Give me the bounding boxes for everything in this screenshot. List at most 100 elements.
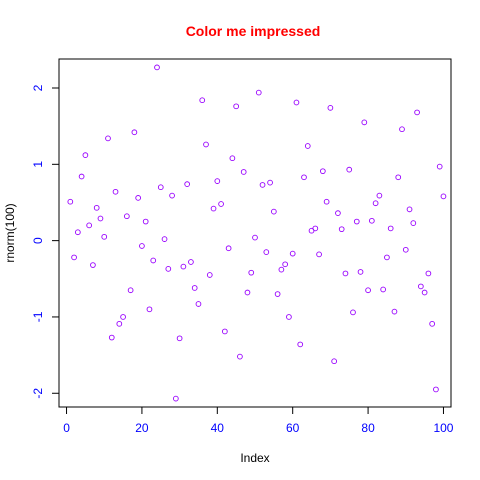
data-point [203,141,209,148]
data-point [436,163,443,170]
data-point [116,320,123,327]
data-point [135,195,142,201]
data-point [286,314,292,320]
data-point [195,301,202,307]
data-point [67,198,74,205]
data-point [244,289,251,296]
data-point [240,169,247,175]
data-point [150,257,157,264]
data-point [384,254,390,261]
y-axis: -2 -1 0 1 2 [31,84,60,399]
data-point [304,143,311,149]
data-point [123,213,130,220]
data-point [221,328,228,335]
x-tick-label: 0 [63,421,70,435]
y-tick-label: -1 [31,311,45,322]
data-point [120,314,126,320]
data-point [368,217,375,224]
data-point [391,308,398,315]
data-point [142,218,149,225]
x-tick-label: 100 [433,421,453,435]
data-point [252,234,258,241]
data-point [357,269,364,275]
y-axis-label: rnorm(100) [3,203,17,262]
data-point [312,225,319,232]
x-axis-label: Index [240,451,269,465]
data-point [248,269,255,276]
data-point [414,109,420,116]
data-point [316,251,322,258]
data-point [338,226,345,233]
data-point [402,246,409,253]
data-point [154,64,160,71]
data-point [157,184,164,191]
data-point [225,245,232,252]
data-point [172,395,179,402]
data-point [188,259,194,265]
data-point [112,188,119,195]
data-point [199,97,206,104]
data-point [440,193,447,200]
data-point [180,263,187,270]
data-point [267,179,273,186]
data-point [380,286,387,293]
data-point [184,181,191,188]
data-point [376,192,383,199]
data-point [139,243,145,249]
data-point [105,135,111,142]
data-point [319,168,326,175]
data-point [206,272,213,278]
data-point [433,386,439,393]
data-point [417,283,424,290]
data-point [214,178,221,184]
y-tick-label: -2 [31,388,45,399]
data-point [410,220,417,226]
data-point [127,287,134,294]
data-point [327,104,334,111]
data-point [399,126,405,133]
data-point [274,291,281,297]
data-point [229,155,236,162]
data-point [90,262,96,268]
data-point [131,129,138,136]
data-point [108,334,115,341]
data-point [387,225,394,232]
data-point [335,210,341,217]
data-point [210,205,217,212]
data-point [361,119,368,126]
data-point [429,320,436,327]
data-point [323,198,330,205]
data-point [301,174,307,181]
data-point [331,358,338,365]
data-point [353,218,360,225]
data-point [282,261,289,268]
y-tick-label: 1 [31,161,45,168]
data-point [97,215,104,222]
data-point [191,285,198,291]
data-point [237,353,243,360]
data-point [169,192,175,199]
data-point [82,152,89,159]
data-point [161,236,168,242]
data-point [263,249,270,255]
x-tick-label: 60 [286,421,300,435]
plot-frame [58,58,452,408]
x-tick-label: 40 [211,421,225,435]
data-point [218,201,224,207]
data-point [233,103,240,110]
data-point [406,206,413,213]
data-point [86,222,93,229]
data-point [350,309,356,316]
data-point [293,99,300,106]
data-point [93,204,100,211]
data-point [270,208,277,215]
data-point [346,166,353,173]
y-tick-label: 2 [31,84,45,91]
data-point [297,341,304,348]
data-point [425,270,432,277]
data-point [255,89,262,96]
data-point [74,229,81,236]
data-points [67,64,447,402]
data-point [372,200,379,207]
